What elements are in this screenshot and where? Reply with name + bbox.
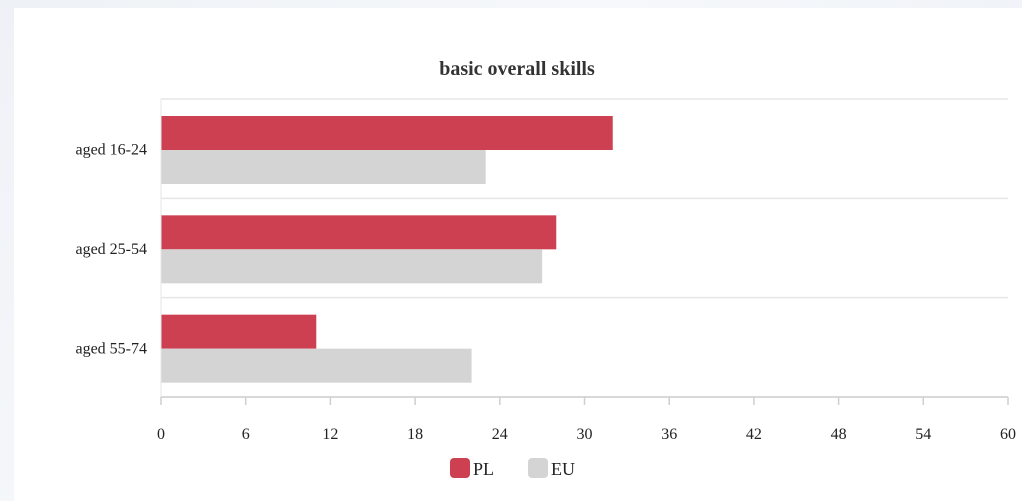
x-tick-label: 42	[746, 426, 762, 443]
bars-layer	[161, 116, 613, 383]
bar-pl-aged-25-54[interactable]	[161, 215, 557, 250]
x-tick-label: 30	[577, 426, 593, 443]
bar-eu-aged-16-24[interactable]	[161, 150, 486, 184]
bar-chart: basic overall skills aged 16-24 aged 25-5…	[75, 58, 1016, 479]
legend-label: EU	[551, 459, 575, 479]
bar-eu-aged-55-74[interactable]	[161, 348, 472, 383]
x-tick-label: 24	[492, 426, 508, 443]
x-tick-label: 0	[157, 426, 165, 443]
chart-card: basic overall skills aged 16-24 aged 25-5…	[14, 8, 1022, 501]
x-tick-label: 60	[1000, 426, 1016, 443]
x-tick-label: 54	[915, 426, 931, 443]
x-tick-label: 36	[661, 426, 677, 443]
legend-item-pl[interactable]: PL	[450, 458, 494, 479]
bar-pl-aged-16-24[interactable]	[161, 116, 613, 150]
category-label: aged 55-74	[75, 340, 147, 357]
x-tick-label: 12	[322, 426, 338, 443]
x-tick-label: 6	[242, 426, 250, 443]
legend-swatch	[450, 458, 470, 478]
category-label: aged 25-54	[75, 241, 147, 258]
legend-label: PL	[473, 459, 494, 479]
x-tick-label: 48	[831, 426, 847, 443]
x-tick-label: 18	[407, 426, 423, 443]
legend-swatch	[528, 458, 548, 478]
bar-eu-aged-25-54[interactable]	[161, 249, 543, 284]
axis-layer: aged 16-24 aged 25-54 aged 55-74 0 6 12 18 24 30…	[75, 99, 1016, 443]
chart-title: basic overall skills	[439, 58, 595, 80]
legend[interactable]: PL EU	[450, 458, 575, 479]
bar-pl-aged-55-74[interactable]	[161, 314, 317, 349]
category-label: aged 16-24	[75, 142, 147, 159]
legend-item-eu[interactable]: EU	[528, 458, 575, 479]
